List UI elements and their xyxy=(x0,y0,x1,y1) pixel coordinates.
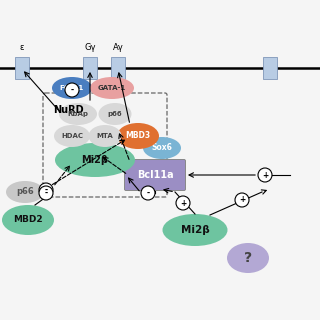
Text: -: - xyxy=(44,186,48,195)
Text: MBD3: MBD3 xyxy=(125,132,151,140)
Circle shape xyxy=(235,193,249,207)
Text: p66: p66 xyxy=(16,188,34,196)
Circle shape xyxy=(176,196,190,210)
Ellipse shape xyxy=(99,103,132,125)
Circle shape xyxy=(65,83,79,97)
Text: Mi2β: Mi2β xyxy=(82,155,108,165)
Ellipse shape xyxy=(89,125,122,147)
Ellipse shape xyxy=(59,103,97,125)
Ellipse shape xyxy=(2,205,54,235)
Text: NuRD: NuRD xyxy=(53,105,84,115)
Ellipse shape xyxy=(90,77,134,99)
Circle shape xyxy=(39,186,53,200)
Circle shape xyxy=(141,186,155,200)
Ellipse shape xyxy=(163,214,228,246)
Text: GATA-1: GATA-1 xyxy=(98,85,126,91)
Text: -: - xyxy=(44,188,48,197)
Ellipse shape xyxy=(227,243,269,273)
Text: HDAC: HDAC xyxy=(61,133,83,139)
Text: ?: ? xyxy=(244,251,252,265)
Ellipse shape xyxy=(54,125,90,147)
Text: ε: ε xyxy=(20,43,24,52)
Text: Sox6: Sox6 xyxy=(152,143,172,153)
Text: Aγ: Aγ xyxy=(113,43,124,52)
Ellipse shape xyxy=(55,143,135,177)
Text: Mi2β: Mi2β xyxy=(180,225,209,235)
Ellipse shape xyxy=(117,123,159,149)
Text: FOG-1: FOG-1 xyxy=(60,85,84,91)
Text: MBD2: MBD2 xyxy=(13,215,43,225)
FancyBboxPatch shape xyxy=(15,57,29,79)
Ellipse shape xyxy=(6,181,44,203)
Text: -: - xyxy=(147,188,149,197)
Text: Bcl11a: Bcl11a xyxy=(137,170,173,180)
Text: -: - xyxy=(70,85,74,94)
Text: +: + xyxy=(262,171,268,180)
Text: p66: p66 xyxy=(108,111,122,117)
FancyBboxPatch shape xyxy=(124,159,186,190)
Text: +: + xyxy=(239,196,245,204)
Circle shape xyxy=(258,168,272,182)
Ellipse shape xyxy=(52,77,92,99)
Text: RbAp: RbAp xyxy=(68,111,89,117)
Ellipse shape xyxy=(143,137,181,159)
FancyBboxPatch shape xyxy=(83,57,97,79)
Text: Gγ: Gγ xyxy=(84,43,96,52)
FancyBboxPatch shape xyxy=(111,57,125,79)
Circle shape xyxy=(39,183,53,197)
Text: MTA: MTA xyxy=(97,133,113,139)
Text: +: + xyxy=(180,198,186,207)
FancyBboxPatch shape xyxy=(263,57,277,79)
